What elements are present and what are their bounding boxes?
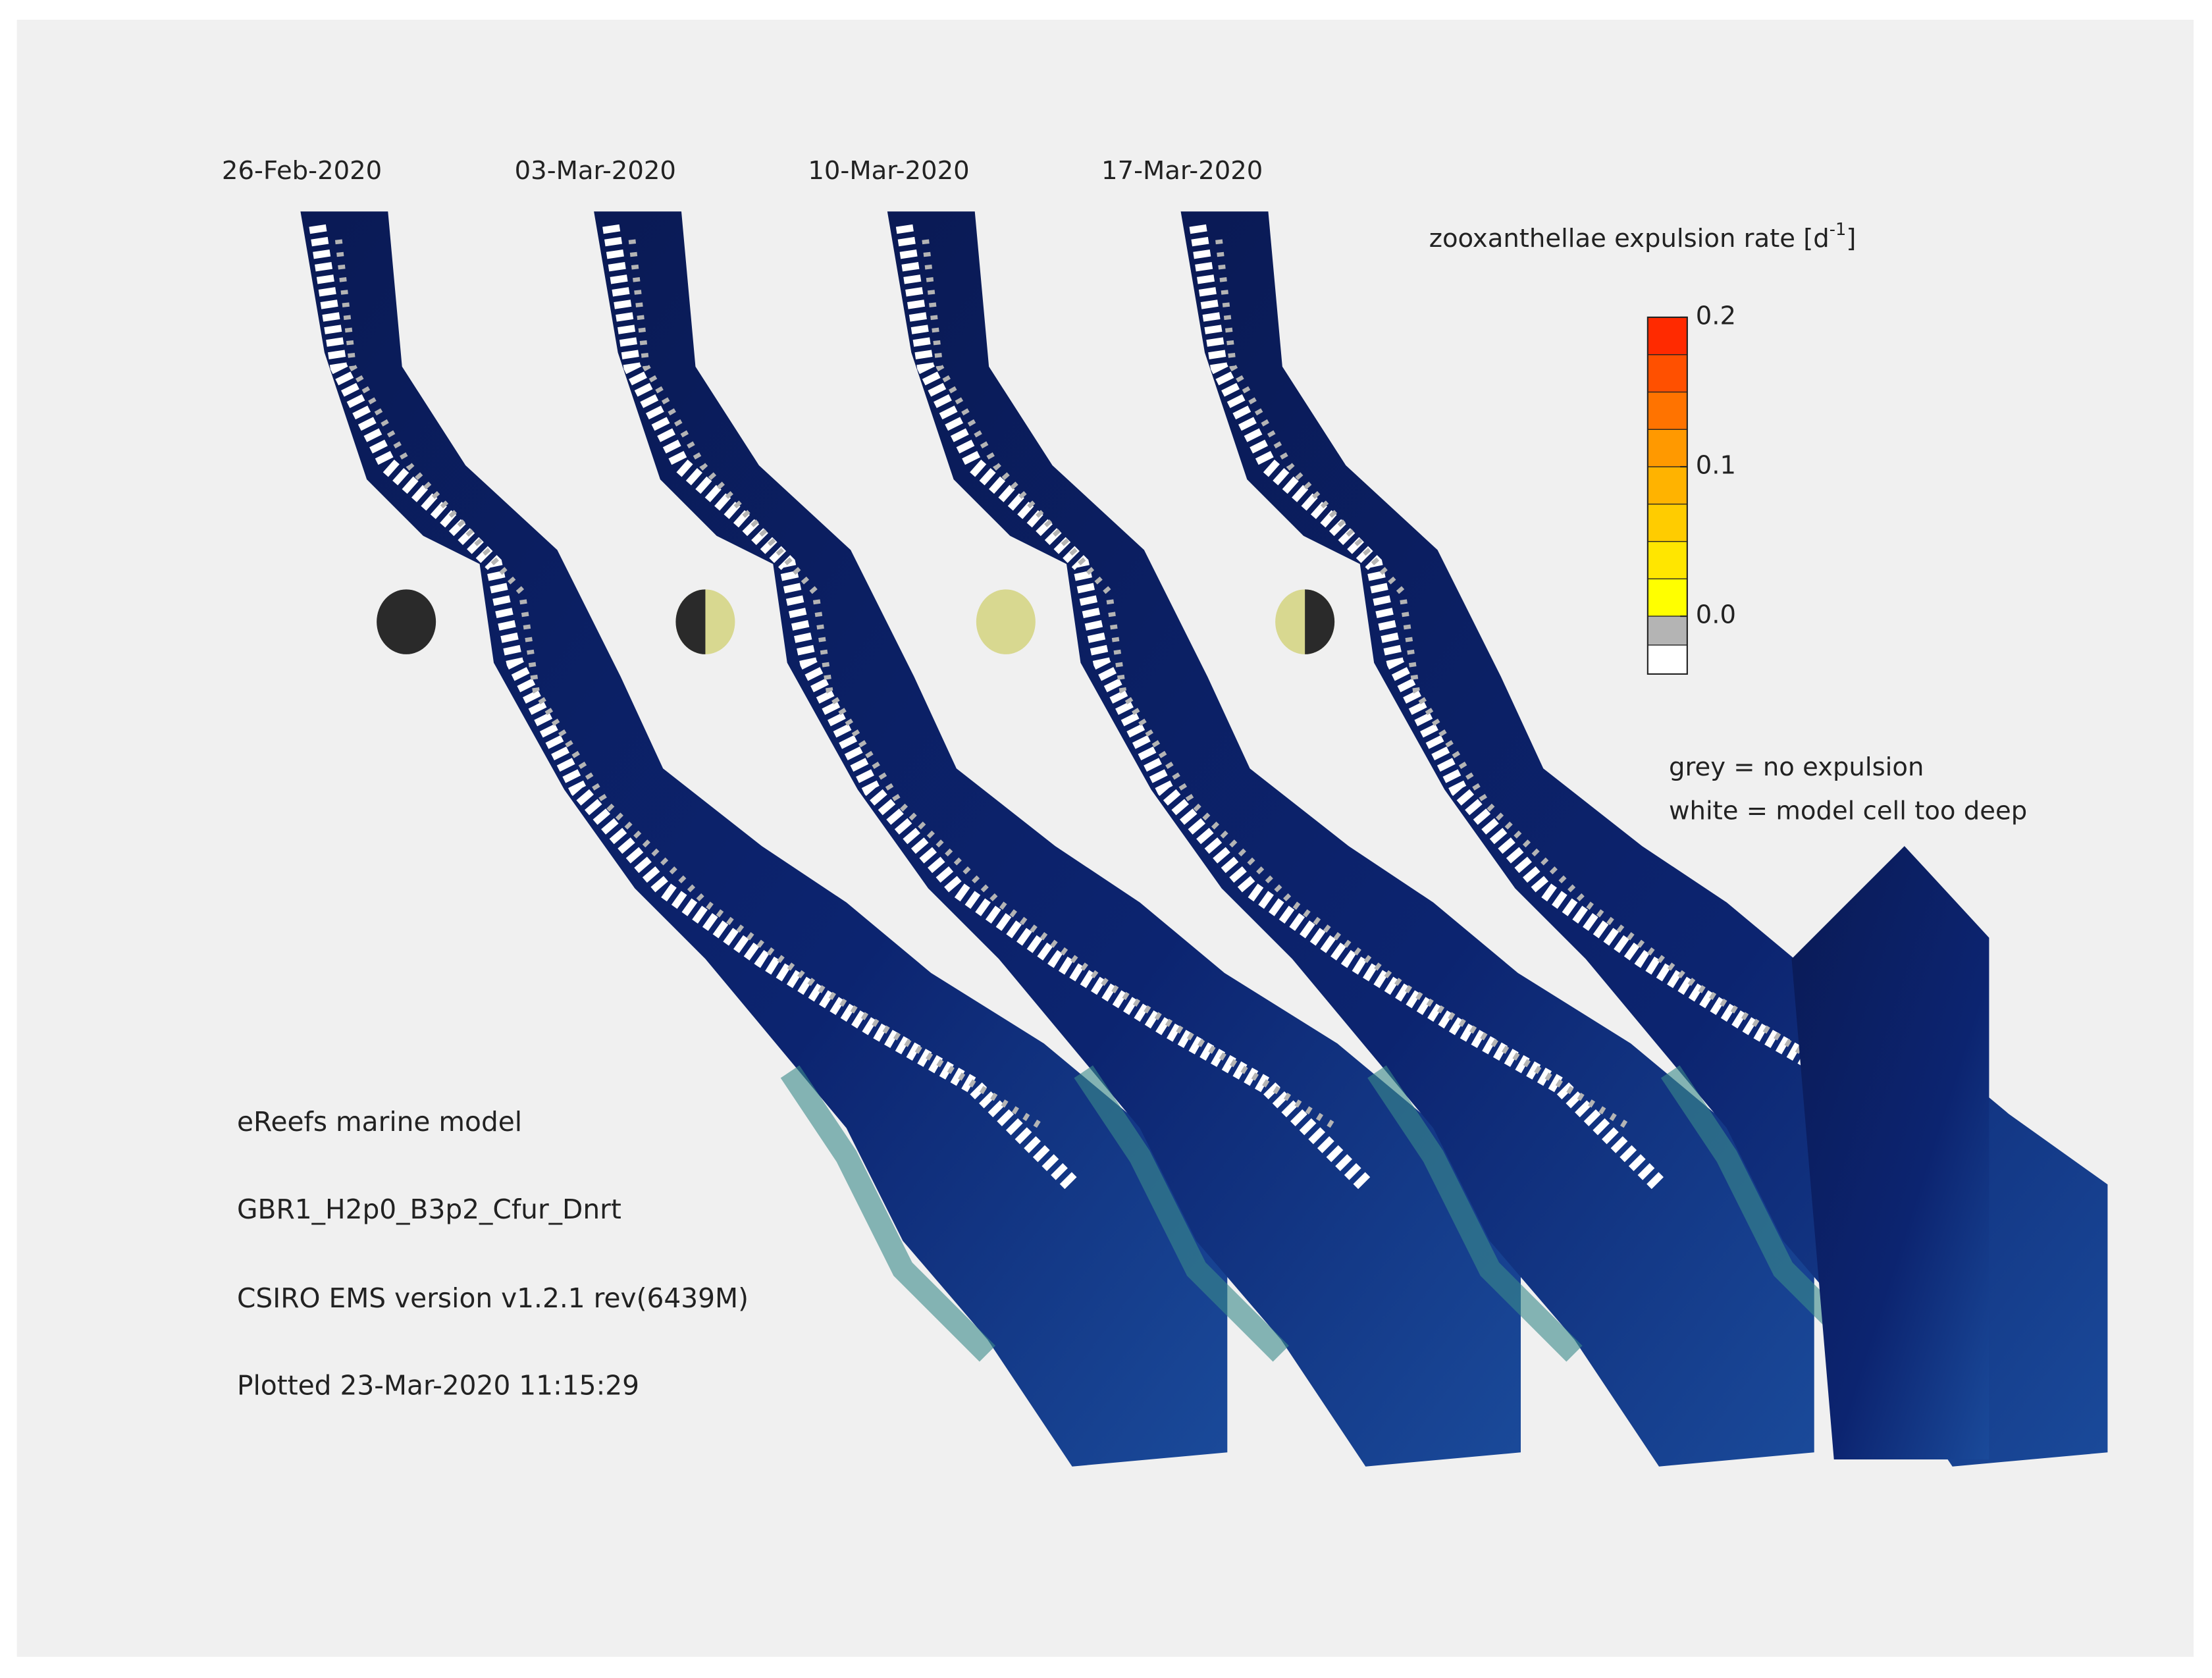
- colorbar-segment: [1647, 504, 1688, 542]
- colorbar-segment: [1647, 354, 1688, 393]
- colorbar-segment: [1647, 578, 1688, 617]
- map-extension: [1791, 846, 1989, 1459]
- colorbar-tick-label: 0.2: [1696, 301, 1736, 330]
- colorbar-title: zooxanthellae expulsion rate [d-1]: [1429, 220, 1856, 253]
- colorbar-title-sup: -1: [1830, 220, 1847, 240]
- moon-full: [976, 589, 1036, 654]
- info-line: eReefs marine model: [237, 1106, 522, 1138]
- colorbar-segment: [1647, 616, 1688, 646]
- note: white = model cell too deep: [1669, 796, 2027, 826]
- colorbar-title-end: ]: [1846, 224, 1856, 253]
- info-line: CSIRO EMS version v1.2.1 rev(6439M): [237, 1282, 749, 1314]
- moon-shadow: [1305, 589, 1335, 654]
- colorbar-segment: [1647, 429, 1688, 467]
- moon-shadow: [675, 589, 706, 654]
- moon-new: [377, 589, 436, 654]
- colorbar-segment: [1647, 466, 1688, 505]
- panel-date: 26-Feb-2020: [222, 156, 382, 186]
- colorbar-segment: [1647, 317, 1688, 355]
- colorbar-segment: [1647, 644, 1688, 675]
- panel-date: 10-Mar-2020: [808, 156, 969, 186]
- note: grey = no expulsion: [1669, 752, 1924, 782]
- colorbar-tick-label: 0.1: [1696, 451, 1736, 481]
- info-line: Plotted 23-Mar-2020 11:15:29: [237, 1370, 639, 1402]
- colorbar-segment: [1647, 391, 1688, 430]
- panel-date: 03-Mar-2020: [515, 156, 676, 186]
- colorbar-frame: [1646, 316, 1688, 675]
- info-line: GBR1_H2p0_B3p2_Cfur_Dnrt: [237, 1193, 621, 1225]
- panel-date: 17-Mar-2020: [1101, 156, 1263, 186]
- colorbar-segment: [1647, 540, 1688, 579]
- colorbar-tick-label: 0.0: [1696, 600, 1736, 630]
- colorbar-title-text: zooxanthellae expulsion rate [d: [1429, 224, 1830, 253]
